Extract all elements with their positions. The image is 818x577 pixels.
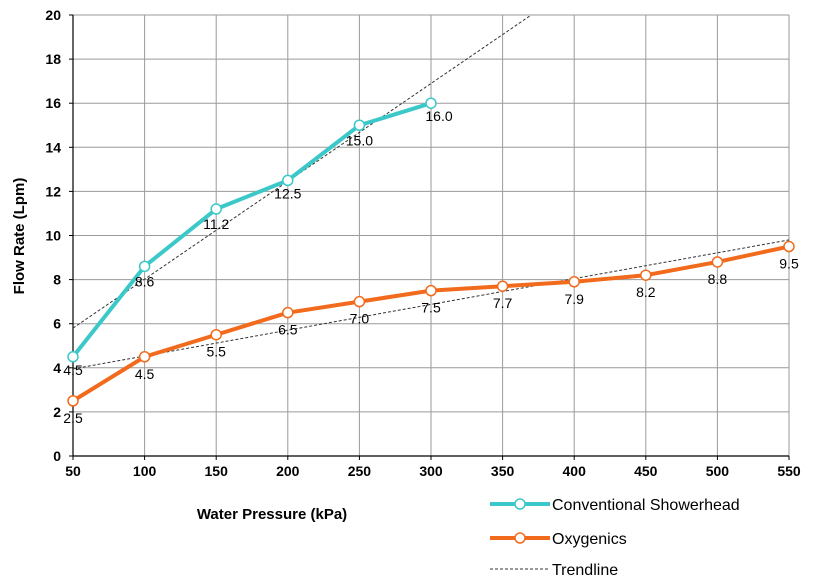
point-conventional	[138, 260, 151, 273]
data-label-oxygenics: 4.5	[135, 366, 155, 382]
data-label-conventional: 8.6	[135, 273, 155, 289]
data-series	[67, 97, 795, 407]
x-tick-label: 300	[419, 463, 443, 479]
data-label-oxygenics: 9.5	[779, 256, 799, 272]
point-conventional	[353, 119, 366, 131]
point-conventional	[282, 174, 294, 187]
data-label-oxygenics: 7.5	[421, 300, 441, 316]
legend-marker-oxygenics	[514, 532, 526, 544]
point-oxygenics	[711, 256, 724, 268]
point-oxygenics	[568, 276, 580, 288]
data-labels: 4.5 8.6 11.2 12.5 15.0 16.0 2.5 4.5 5.5 6.5 7.0 7.5…	[63, 108, 799, 426]
data-label-oxygenics: 2.5	[63, 410, 83, 426]
trendline-oxygenics	[72, 239, 790, 370]
point-oxygenics	[425, 284, 437, 297]
data-label-oxygenics: 7.0	[350, 311, 370, 327]
point-oxygenics	[353, 295, 366, 308]
point-conventional	[210, 203, 222, 215]
x-tick-label: 400	[563, 463, 587, 479]
data-label-conventional: 11.2	[203, 216, 229, 232]
point-oxygenics	[210, 328, 222, 341]
legend-marker-conventional	[514, 498, 526, 510]
y-tick-label: 6	[53, 316, 61, 332]
legend: Conventional Showerhead Oxygenics Trendl…	[490, 497, 740, 577]
point-conventional	[67, 351, 79, 363]
x-tick-label: 550	[777, 463, 801, 479]
x-tick-label: 350	[491, 463, 515, 479]
y-tick-label: 18	[45, 51, 61, 67]
x-tick-label: 450	[634, 463, 658, 479]
data-label-oxygenics: 5.5	[206, 344, 226, 360]
x-tick-label: 200	[276, 463, 300, 479]
data-label-oxygenics: 8.8	[708, 271, 728, 287]
legend-label-conventional: Conventional Showerhead	[552, 497, 740, 514]
y-tick-label: 20	[45, 7, 61, 23]
y-tick-label: 0	[53, 448, 61, 464]
point-oxygenics	[282, 306, 294, 319]
legend-item-oxygenics: Oxygenics	[490, 531, 627, 548]
y-tick-label: 8	[53, 272, 61, 288]
point-oxygenics	[783, 240, 795, 253]
y-tick-label: 4	[53, 360, 61, 376]
data-label-oxygenics: 7.9	[564, 291, 584, 307]
legend-label-trendline: Trendline	[552, 562, 618, 577]
point-oxygenics	[640, 269, 652, 281]
x-tick-label: 50	[65, 463, 81, 479]
y-axis-title: Flow Rate (Lpm)	[11, 178, 28, 295]
x-tick-label: 150	[205, 463, 229, 479]
legend-item-trendline: Trendline	[490, 562, 618, 577]
legend-label-oxygenics: Oxygenics	[552, 531, 627, 548]
y-tick-label: 16	[45, 95, 61, 111]
x-axis-title: Water Pressure (kPa)	[197, 506, 347, 523]
point-oxygenics	[138, 351, 151, 363]
data-label-conventional: 15.0	[346, 132, 373, 148]
series-line-conventional	[71, 101, 432, 359]
axes: 50 100 150 200 250 300 350 400 450 500 550 0 2 4 6 8 10 1…	[45, 7, 800, 479]
data-label-oxygenics: 7.7	[493, 295, 513, 311]
point-conventional	[425, 97, 437, 109]
data-label-oxygenics: 8.2	[636, 284, 656, 300]
data-label-conventional: 12.5	[274, 185, 301, 201]
point-oxygenics	[496, 280, 509, 292]
y-tick-label: 10	[45, 228, 61, 244]
data-label-conventional: 4.5	[63, 362, 83, 378]
y-tick-label: 14	[45, 139, 61, 155]
data-label-conventional: 16.0	[425, 108, 452, 124]
legend-item-conventional: Conventional Showerhead	[490, 497, 740, 514]
y-tick-label: 2	[53, 404, 61, 420]
x-tick-label: 250	[348, 463, 372, 479]
x-tick-label: 500	[706, 463, 730, 479]
data-label-oxygenics: 6.5	[278, 322, 298, 338]
x-tick-label: 100	[133, 463, 157, 479]
point-oxygenics	[67, 395, 79, 407]
y-tick-label: 12	[45, 183, 61, 199]
